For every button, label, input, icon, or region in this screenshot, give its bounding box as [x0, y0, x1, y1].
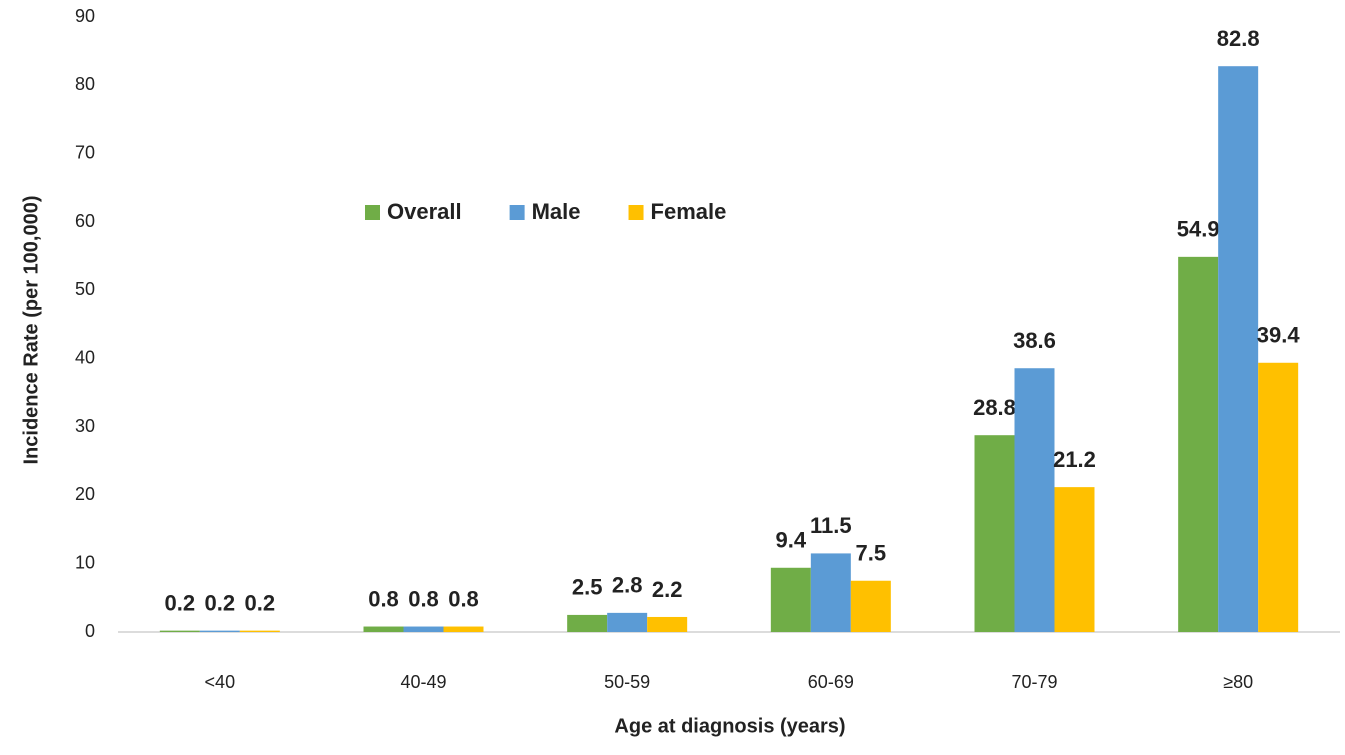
y-axis-title: Incidence Rate (per 100,000)	[20, 195, 42, 464]
bar	[1178, 256, 1219, 632]
bar	[363, 626, 404, 632]
y-tick-label: 70	[75, 142, 95, 162]
legend-swatch	[628, 205, 644, 220]
value-label: 2.8	[612, 573, 643, 598]
value-label: 39.4	[1257, 323, 1301, 348]
bar	[607, 612, 648, 632]
value-label: 9.4	[776, 528, 807, 553]
bar	[647, 616, 688, 632]
value-label: 11.5	[810, 513, 852, 538]
value-label: 2.5	[572, 575, 603, 600]
bar	[239, 630, 280, 632]
x-tick-label: <40	[205, 672, 236, 692]
y-tick-label: 60	[75, 211, 95, 231]
y-tick-label: 30	[75, 416, 95, 436]
value-label: 0.2	[165, 590, 196, 615]
legend-swatch	[509, 205, 525, 220]
y-tick-label: 40	[75, 347, 95, 367]
x-tick-label: 50-59	[604, 672, 650, 692]
x-tick-label: 40-49	[400, 672, 446, 692]
value-label: 21.2	[1053, 447, 1096, 472]
bar	[199, 630, 240, 632]
y-tick-label: 80	[75, 74, 95, 94]
x-tick-label: ≥80	[1223, 672, 1253, 692]
legend-label: Male	[532, 199, 581, 224]
y-tick-label: 90	[75, 6, 95, 26]
y-tick-label: 10	[75, 552, 95, 572]
legend-swatch	[365, 205, 380, 220]
value-label: 0.8	[448, 586, 479, 611]
bar	[1258, 362, 1299, 632]
bar	[159, 630, 200, 632]
bar	[443, 626, 484, 632]
x-axis-title: Age at diagnosis (years)	[614, 715, 845, 737]
bar	[567, 614, 608, 632]
value-label: 82.8	[1217, 26, 1260, 51]
bar	[850, 580, 891, 632]
value-label: 2.2	[652, 577, 683, 602]
value-label: 28.8	[973, 395, 1016, 420]
y-tick-label: 20	[75, 484, 95, 504]
legend-label: Overall	[387, 199, 462, 224]
bar	[810, 553, 851, 632]
bar	[974, 435, 1015, 632]
value-label: 7.5	[856, 541, 887, 566]
value-label: 0.8	[408, 586, 439, 611]
x-tick-label: 70-79	[1011, 672, 1057, 692]
y-tick-label: 0	[85, 621, 95, 641]
bar	[770, 567, 811, 632]
y-tick-label: 50	[75, 279, 95, 299]
x-tick-label: 60-69	[808, 672, 854, 692]
bar	[1054, 487, 1095, 632]
legend-label: Female	[651, 199, 727, 224]
bar	[1218, 66, 1259, 632]
bar	[403, 626, 444, 632]
value-label: 0.2	[245, 590, 276, 615]
value-label: 0.2	[205, 590, 236, 615]
value-label: 54.9	[1177, 217, 1220, 242]
value-label: 0.8	[368, 586, 399, 611]
bar	[1014, 368, 1055, 632]
value-label: 38.6	[1013, 328, 1056, 353]
